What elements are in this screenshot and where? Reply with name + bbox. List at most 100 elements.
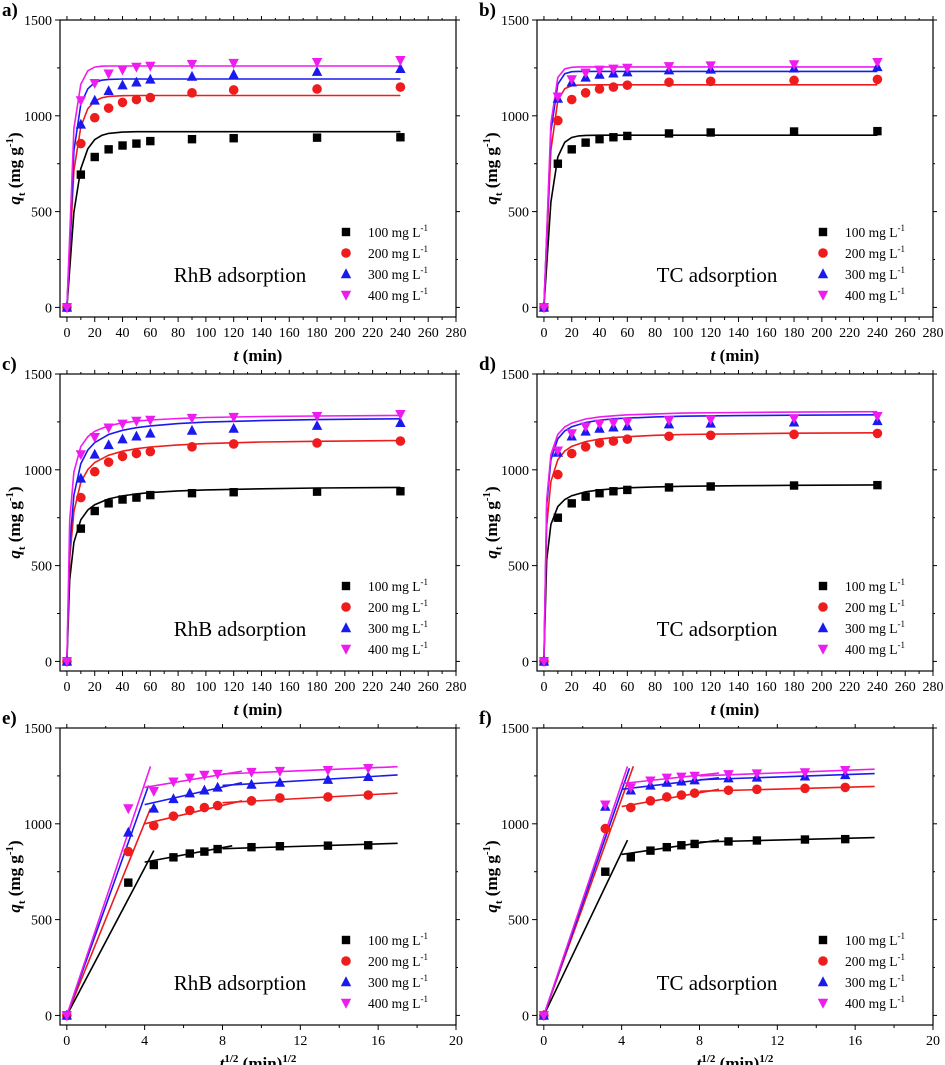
x-tick-label: 240 <box>867 680 888 695</box>
data-point-s400 <box>661 773 672 784</box>
x-tick-label: 0 <box>63 1034 70 1049</box>
legend-marker-s300 <box>340 622 352 633</box>
data-point-s200 <box>148 820 159 831</box>
legend-marker-s400 <box>340 290 352 301</box>
data-point-s200 <box>228 439 239 449</box>
x-tick-label: 8 <box>696 1034 703 1049</box>
plot-frame <box>59 727 457 1026</box>
data-point-s400 <box>676 772 687 783</box>
data-point-s100 <box>76 524 86 533</box>
legend-label: 400 mg L-1 <box>368 994 428 1011</box>
x-tick-label: 200 <box>334 326 355 341</box>
data-point-s400 <box>608 64 619 75</box>
x-tick-label: 280 <box>446 680 467 695</box>
legend-label: 400 mg L-1 <box>845 640 905 657</box>
data-point-s300 <box>395 417 406 428</box>
data-point-s400 <box>61 1011 73 1022</box>
x-tick-label: 260 <box>418 326 439 341</box>
x-tick-label: 220 <box>839 326 860 341</box>
plot-frame <box>536 19 934 318</box>
data-point-s400 <box>311 411 323 422</box>
data-point-s100 <box>623 485 632 495</box>
data-point-s400 <box>751 769 763 780</box>
data-point-s100 <box>229 488 238 497</box>
data-point-s100 <box>581 138 590 147</box>
data-point-s400 <box>840 765 851 776</box>
data-point-s300 <box>75 118 87 129</box>
x-axis-label: t1/2 (min)1/2 <box>697 1053 774 1065</box>
fit-line-s200 <box>66 94 401 308</box>
plot-frame <box>59 373 457 672</box>
x-tick-label: 40 <box>593 326 607 341</box>
y-tick-label: 1000 <box>24 110 52 125</box>
data-point-s300 <box>123 826 134 837</box>
data-point-s100 <box>247 842 256 852</box>
data-point-s400 <box>872 57 883 68</box>
y-axis-label: qt (mg g-1) <box>4 840 28 912</box>
y-tick-label: 1000 <box>24 818 52 833</box>
y-axis-label: qt (mg g-1) <box>481 840 505 912</box>
x-axis-label: t (min) <box>711 346 760 365</box>
data-point-s200 <box>566 448 577 459</box>
data-point-s200 <box>187 442 197 452</box>
x-tick-label: 160 <box>279 326 300 341</box>
data-point-s400 <box>186 413 198 424</box>
data-point-s400 <box>608 418 619 429</box>
legend-label: 400 mg L-1 <box>845 286 905 303</box>
data-point-s400 <box>663 416 675 427</box>
data-point-s200 <box>363 790 374 800</box>
x-tick-label: 80 <box>171 326 185 341</box>
data-point-s400 <box>228 412 239 423</box>
x-tick-label: 0 <box>63 680 70 695</box>
y-axis-label: qt (mg g-1) <box>481 132 505 204</box>
data-point-s200 <box>89 466 100 477</box>
data-point-s200 <box>76 138 86 149</box>
x-tick-label: 4 <box>141 1034 148 1049</box>
data-point-s200 <box>275 793 285 803</box>
legend-label: 400 mg L-1 <box>845 994 905 1011</box>
x-tick-label: 200 <box>811 680 832 695</box>
data-point-s100 <box>581 492 590 501</box>
data-point-s100 <box>800 835 810 844</box>
data-point-s400 <box>61 657 73 668</box>
data-point-s300 <box>117 433 128 444</box>
data-point-s100 <box>873 480 882 490</box>
data-point-s300 <box>131 430 142 441</box>
x-tick-label: 20 <box>449 1034 463 1049</box>
legend-marker-s100 <box>341 227 351 237</box>
legend-marker-s200 <box>341 248 351 258</box>
panel-label: b) <box>479 0 496 21</box>
data-point-s400 <box>538 657 550 668</box>
x-tick-label: 280 <box>446 326 467 341</box>
plot-frame <box>536 727 934 1026</box>
data-point-s400 <box>274 766 286 777</box>
x-tick-label: 12 <box>293 1034 307 1049</box>
data-point-s200 <box>580 442 591 452</box>
data-point-s100 <box>312 133 322 142</box>
data-point-s100 <box>789 127 799 136</box>
legend-label: 100 mg L-1 <box>368 931 428 948</box>
fit-segment-s300 <box>144 781 243 806</box>
data-point-s400 <box>538 303 550 314</box>
x-axis-label: t (min) <box>234 700 283 719</box>
chart-panel-b: b) 0 20 40 60 80 100 120 140 160 180 200 220 240 260 28… <box>479 0 944 365</box>
x-tick-label: 100 <box>672 680 693 695</box>
data-point-s200 <box>872 74 883 85</box>
legend-marker-s200 <box>818 602 828 612</box>
legend-marker-s400 <box>817 998 829 1009</box>
data-point-s400 <box>131 62 142 73</box>
chart-panel-e: e) 0 4 8 12 16 20 0 500 1000 1500 t1/2 (min)1/2 qt (… <box>2 708 463 1065</box>
data-point-s300 <box>212 781 223 792</box>
x-tick-label: 160 <box>756 680 777 695</box>
data-point-s400 <box>148 787 159 797</box>
data-point-s100 <box>187 488 197 498</box>
data-point-s400 <box>168 777 179 788</box>
data-point-s400 <box>552 446 564 457</box>
data-point-s300 <box>89 448 100 459</box>
data-point-s200 <box>117 451 128 462</box>
data-point-s300 <box>117 79 128 90</box>
data-point-s200 <box>312 84 322 94</box>
fit-line-s300 <box>66 418 401 662</box>
data-point-s300 <box>274 776 286 787</box>
legend-marker-s200 <box>341 602 351 612</box>
